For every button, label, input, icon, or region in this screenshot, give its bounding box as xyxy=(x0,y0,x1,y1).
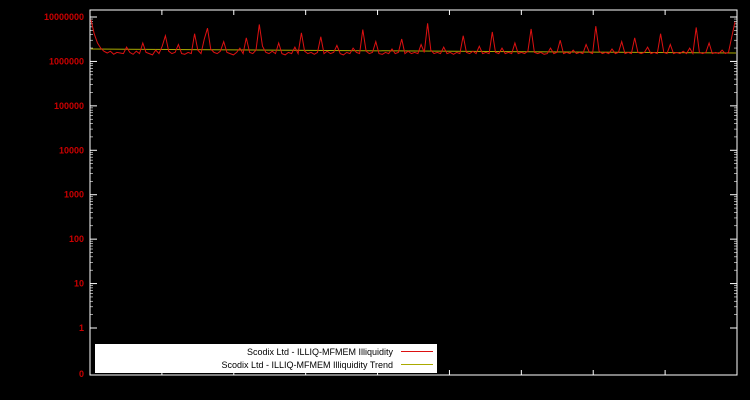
plot-frame xyxy=(89,9,738,376)
y-tick-label: 10000000 xyxy=(44,12,84,22)
legend-label-trend: Scodix Ltd - ILLIQ-MFMEM Illiquidity Tre… xyxy=(221,359,393,370)
legend-line-illiquidity xyxy=(401,351,433,352)
illiquidity-series-line xyxy=(90,19,736,56)
legend-row-illiquidity: Scodix Ltd - ILLIQ-MFMEM Illiquidity xyxy=(99,345,433,358)
y-tick-label: 10000 xyxy=(59,145,84,155)
y-tick-label: 1000 xyxy=(64,190,84,200)
y-tick-label: 1 xyxy=(79,323,84,333)
y-tick-label: 100000 xyxy=(54,101,84,111)
legend-row-trend: Scodix Ltd - ILLIQ-MFMEM Illiquidity Tre… xyxy=(99,358,433,371)
y-tick-label: 100 xyxy=(69,234,84,244)
legend: Scodix Ltd - ILLIQ-MFMEM Illiquidity Sco… xyxy=(95,344,437,373)
y-tick-label: 1000000 xyxy=(49,56,84,66)
legend-line-trend xyxy=(401,364,433,365)
y-tick-label-zero: 0 xyxy=(79,369,84,379)
legend-label-illiquidity: Scodix Ltd - ILLIQ-MFMEM Illiquidity xyxy=(246,346,393,357)
y-tick-label: 10 xyxy=(74,279,84,289)
